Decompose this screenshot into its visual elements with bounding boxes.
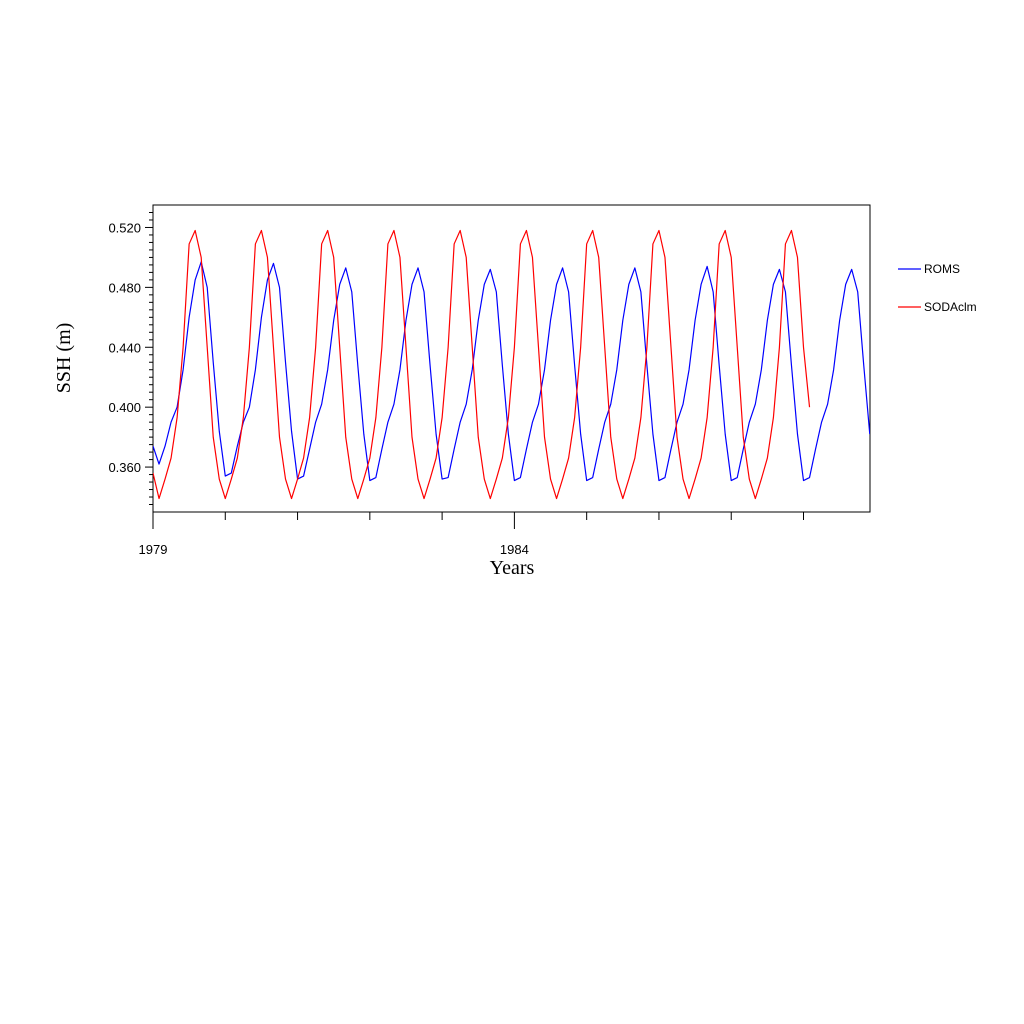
x-tick-label: 1979 xyxy=(139,542,168,557)
y-tick-label: 0.440 xyxy=(108,340,141,355)
legend-label-roms: ROMS xyxy=(924,262,960,276)
y-tick-label: 0.480 xyxy=(108,280,141,295)
plot-frame xyxy=(152,204,871,513)
series-line-sodaclm xyxy=(153,229,811,500)
x-tick-label: 1984 xyxy=(500,542,529,557)
y-axis-title: SSH (m) xyxy=(53,323,75,394)
y-axis: 0.360 0.400 0.440 0.480 0.520 xyxy=(108,211,153,506)
y-tick-label: 0.520 xyxy=(108,220,141,235)
x-axis: 1979 1984 xyxy=(139,512,805,557)
x-axis-title: Years xyxy=(490,557,535,579)
series-line-roms xyxy=(153,261,870,482)
y-tick-label: 0.360 xyxy=(108,460,141,475)
y-tick-label: 0.400 xyxy=(108,400,141,415)
series-layer xyxy=(153,229,870,500)
legend-label-sodaclm: SODAclm xyxy=(924,300,977,314)
plot-area xyxy=(152,204,871,513)
legend: ROMS SODAclm xyxy=(898,262,977,314)
